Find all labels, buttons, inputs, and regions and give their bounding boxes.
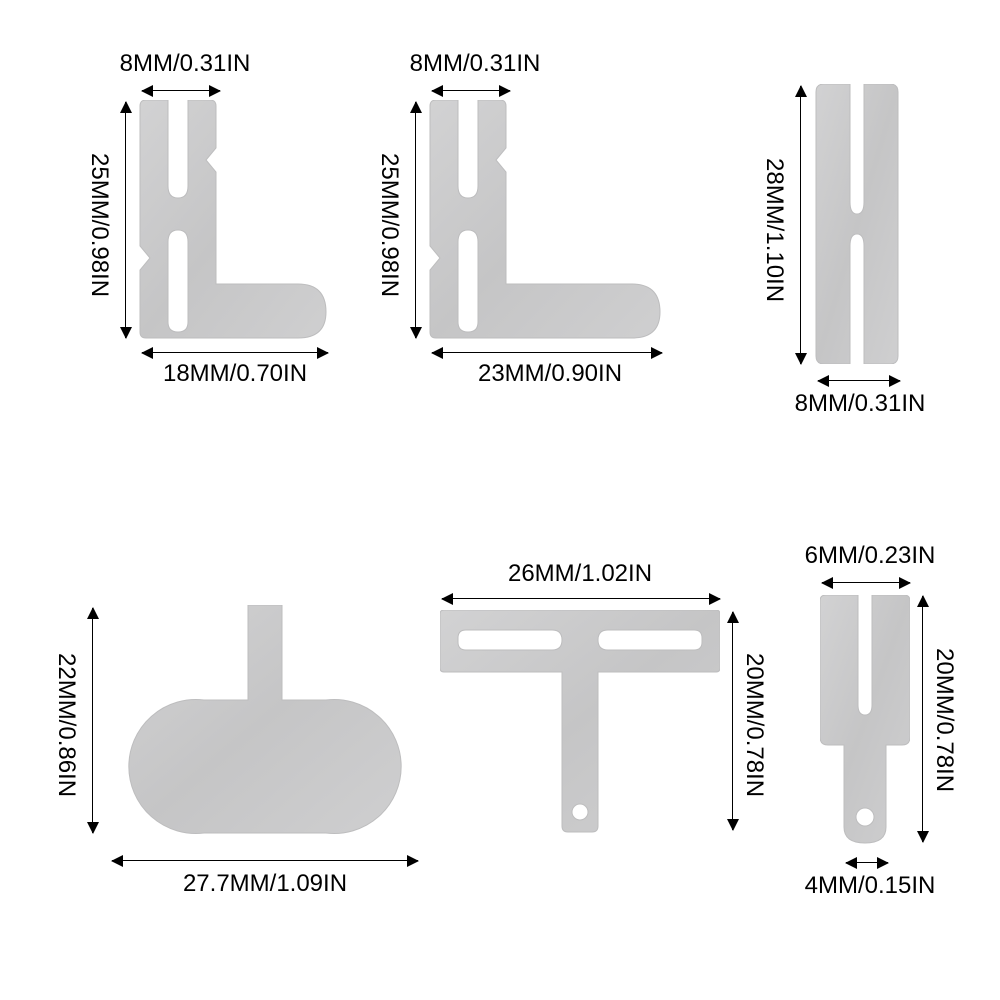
part-fork-pin	[820, 595, 910, 845]
arrow-bottom-6	[846, 862, 888, 863]
dim-bottom-3: 8MM/0.31IN	[790, 390, 930, 418]
arrow-right-5	[732, 612, 733, 830]
dim-bottom-6: 4MM/0.15IN	[800, 872, 940, 900]
dim-bottom-4: 27.7MM/1.09IN	[155, 870, 375, 898]
arrow-left-2	[415, 102, 416, 338]
dim-left-1: 25MM/0.98IN	[85, 110, 113, 340]
dim-right-6: 20MM/0.78IN	[930, 610, 958, 830]
part-dumbbell-T	[110, 605, 420, 835]
dim-top-6: 6MM/0.23IN	[800, 542, 940, 570]
arrow-top-5	[442, 598, 720, 599]
part-L-large	[420, 100, 665, 350]
arrow-top-2	[432, 90, 510, 91]
arrow-right-6	[922, 596, 923, 842]
arrow-bottom-1	[142, 352, 328, 353]
dim-top-2: 8MM/0.31IN	[405, 50, 545, 78]
dim-top-1: 8MM/0.31IN	[115, 50, 255, 78]
arrow-bottom-3	[818, 380, 900, 381]
arrow-bottom-2	[432, 352, 662, 353]
dim-left-4: 22MM/0.86IN	[52, 620, 80, 830]
dim-top-5: 26MM/1.02IN	[490, 560, 670, 588]
dim-left-3: 28MM/1.10IN	[760, 100, 788, 360]
part-T-split	[440, 610, 720, 835]
arrow-bottom-4	[112, 860, 418, 861]
dim-bottom-1: 18MM/0.70IN	[145, 360, 325, 388]
dim-right-5: 20MM/0.78IN	[740, 625, 768, 825]
dim-bottom-2: 23MM/0.90IN	[450, 360, 650, 388]
arrow-left-4	[92, 608, 93, 833]
part-H-strip	[810, 84, 904, 364]
arrow-left-3	[800, 86, 801, 364]
arrow-left-1	[125, 102, 126, 338]
dim-left-2: 25MM/0.98IN	[375, 110, 403, 340]
arrow-top-1	[142, 90, 220, 91]
arrow-top-6	[822, 582, 910, 583]
part-L-small	[130, 100, 330, 350]
